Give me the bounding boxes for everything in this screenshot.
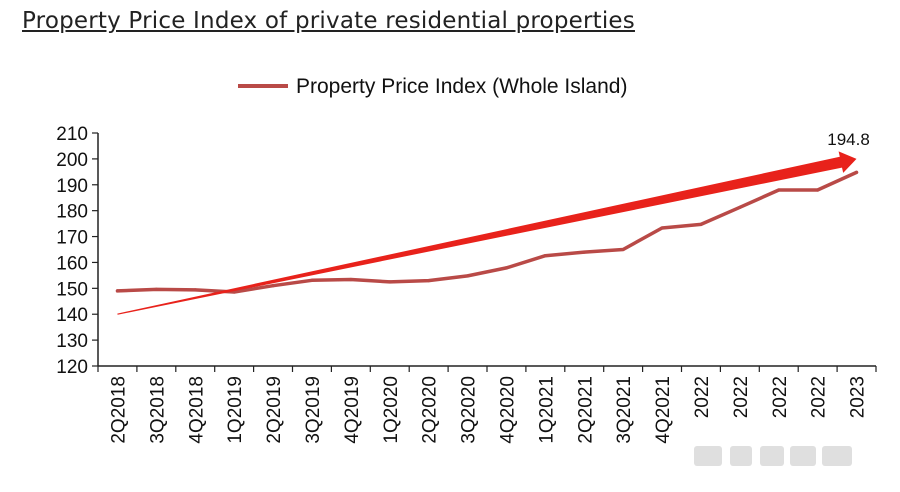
y-tick-label: 210 xyxy=(56,124,88,145)
trend-arrow-shape xyxy=(117,151,857,315)
watermark-block xyxy=(822,446,852,466)
x-tick-label: 3Q2019 xyxy=(303,376,324,444)
x-tick-label: 3Q2018 xyxy=(147,376,168,444)
data-point xyxy=(271,284,275,288)
x-tick-label: 2023 xyxy=(848,376,869,418)
data-point xyxy=(854,170,859,174)
x-tick-label: 2022 xyxy=(770,376,791,418)
legend-label: Property Price Index (Whole Island) xyxy=(296,75,627,98)
y-tick-label: 190 xyxy=(56,176,88,197)
data-point xyxy=(543,254,547,258)
x-tick-label: 1Q2020 xyxy=(381,376,402,444)
y-tick-label: 160 xyxy=(56,253,88,274)
data-point xyxy=(738,205,742,209)
data-point xyxy=(816,188,820,192)
x-tick-label: 2022 xyxy=(809,376,830,418)
x-tick-label: 2022 xyxy=(731,376,752,418)
y-axis: 120 130 140 150 160 170 180 190 200 210 xyxy=(56,124,99,378)
y-tick-label: 200 xyxy=(56,150,88,171)
data-point xyxy=(504,266,508,270)
y-tick-label: 120 xyxy=(56,357,88,378)
data-point xyxy=(660,226,664,230)
watermark-block xyxy=(730,446,752,466)
data-point xyxy=(388,280,392,284)
x-tick-label: 4Q2018 xyxy=(186,376,207,444)
legend: Property Price Index (Whole Island) xyxy=(238,75,627,98)
x-tick-label: 4Q2021 xyxy=(653,376,674,444)
annotations: 194.8 xyxy=(827,130,870,149)
x-tick-label: 1Q2021 xyxy=(536,376,557,444)
x-tick-label: 4Q2019 xyxy=(342,376,363,444)
x-axis: 2Q2018 3Q2018 4Q2018 1Q2019 2Q2019 3Q2019 4Q20… xyxy=(97,365,877,444)
series-line xyxy=(115,170,859,294)
x-tick-label: 3Q2020 xyxy=(459,376,480,444)
trend-arrow xyxy=(117,151,857,315)
watermark xyxy=(694,446,852,466)
x-tick-label: 2Q2020 xyxy=(420,376,441,444)
data-point xyxy=(349,277,353,282)
watermark-block xyxy=(694,446,722,466)
data-point xyxy=(193,288,197,292)
x-tick-label: 2022 xyxy=(692,376,713,418)
x-tick-label: 2Q2018 xyxy=(108,376,129,444)
data-point xyxy=(427,279,431,283)
series-layer xyxy=(115,170,859,294)
watermark-block xyxy=(760,446,784,466)
page-title: Property Price Index of private resident… xyxy=(22,8,635,34)
data-point xyxy=(777,188,781,192)
x-tick-label: 4Q2020 xyxy=(497,376,518,444)
y-tick-label: 130 xyxy=(56,331,88,352)
data-point xyxy=(466,274,470,278)
data-point xyxy=(621,247,625,252)
y-tick-label: 170 xyxy=(56,228,88,249)
data-point xyxy=(310,278,314,282)
data-point xyxy=(115,289,120,293)
data-point xyxy=(699,222,703,226)
y-tick-label: 150 xyxy=(56,279,88,300)
watermark-block xyxy=(790,446,816,466)
y-tick-label: 140 xyxy=(56,305,88,326)
data-point xyxy=(154,287,158,291)
data-point xyxy=(582,250,586,254)
x-tick-label: 1Q2019 xyxy=(225,376,246,444)
x-tick-label: 2Q2019 xyxy=(264,376,285,444)
x-tick-label: 2Q2021 xyxy=(575,376,596,444)
y-tick-label: 180 xyxy=(56,202,88,223)
x-tick-label: 3Q2021 xyxy=(614,376,635,444)
value-label: 194.8 xyxy=(827,130,870,149)
